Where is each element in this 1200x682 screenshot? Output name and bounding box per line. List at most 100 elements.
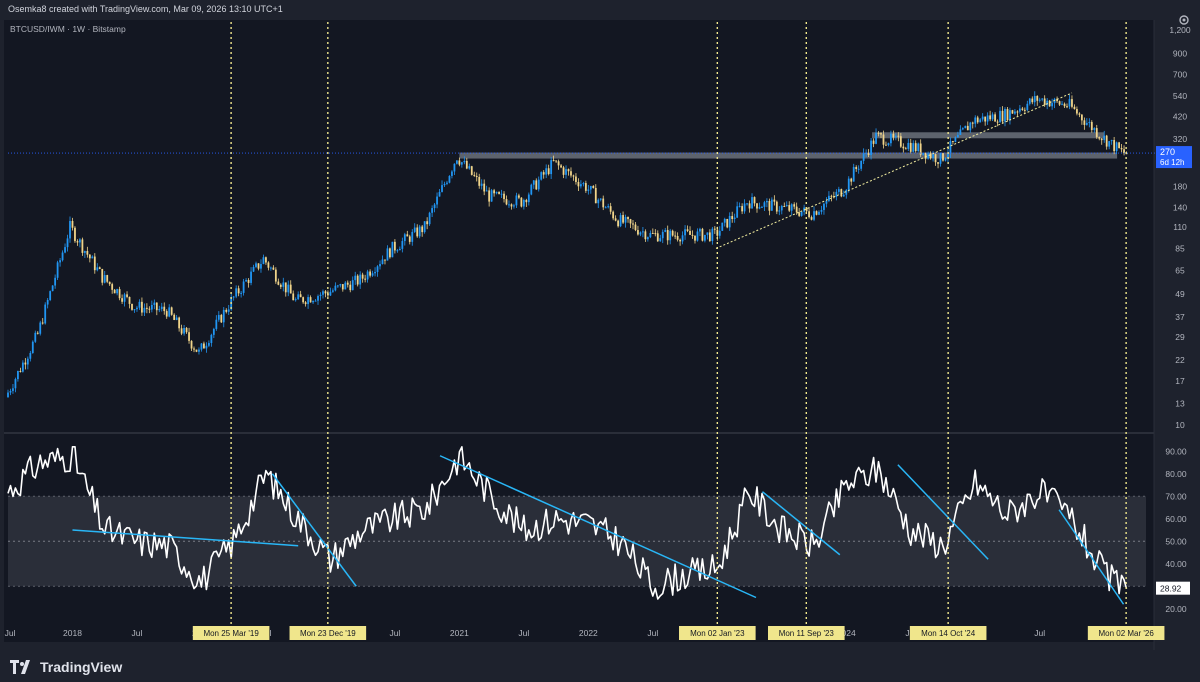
candle-body (1018, 108, 1021, 112)
support-trendline (715, 92, 1073, 249)
candle-body (438, 191, 441, 197)
candle-body (1068, 99, 1071, 107)
candle-body (81, 239, 84, 253)
candle-body (183, 327, 185, 334)
candle-body (465, 160, 468, 169)
candle-body (205, 345, 208, 349)
candle-body (761, 206, 763, 208)
candle-body (361, 274, 364, 279)
candle-body (128, 296, 131, 304)
candle-body (480, 183, 483, 186)
candle-body (1026, 103, 1029, 111)
candle-body (272, 267, 275, 270)
candle-body (540, 172, 543, 180)
candle-body (463, 160, 466, 163)
oscillator-last-label: 28.92 (1160, 584, 1182, 594)
candle-body (984, 116, 987, 122)
candle-body (860, 160, 863, 169)
candle-body (711, 228, 714, 241)
candle-body (701, 228, 704, 241)
candle-body (890, 133, 892, 144)
candle-body (83, 251, 86, 253)
candle-body (1004, 109, 1006, 122)
candle-body (455, 160, 458, 164)
candle-body (304, 302, 307, 305)
candle-body (932, 154, 934, 159)
gear-icon[interactable] (1178, 14, 1190, 26)
candle-body (106, 275, 109, 282)
candle-body (959, 129, 962, 135)
candle-body (1021, 108, 1024, 110)
candle-body (939, 153, 942, 164)
candle-body (924, 152, 927, 159)
symbol-label[interactable]: BTCUSD/IWM · 1W · Bitstamp (10, 24, 126, 34)
candle-body (589, 185, 592, 190)
candle-body (622, 215, 624, 223)
candle-body (267, 262, 270, 268)
candle-body (518, 195, 520, 198)
oscillator-tick-label: 90.00 (1165, 446, 1187, 456)
candle-body (418, 226, 421, 237)
marker-label-bg (1087, 626, 1165, 640)
candle-body (19, 370, 22, 372)
candle-body (203, 343, 205, 349)
candle-body (401, 241, 404, 249)
candle-body (1011, 110, 1014, 114)
candle-body (557, 161, 560, 166)
price-tick-label: 180 (1173, 182, 1187, 192)
candle-body (927, 153, 930, 159)
candle-body (775, 201, 778, 212)
candle-body (1031, 98, 1034, 103)
candle-body (376, 266, 379, 272)
candle-body (731, 216, 734, 219)
candle-body (547, 168, 550, 175)
candle-body (148, 308, 151, 310)
candle-body (389, 248, 391, 258)
candle-body (279, 284, 282, 287)
candle-body (262, 257, 265, 265)
candle-body (297, 294, 300, 300)
candle-body (706, 232, 709, 235)
candle-body (785, 205, 788, 207)
candle-body (974, 117, 977, 124)
candle-body (666, 230, 669, 241)
chart-canvas[interactable]: 1,20090070054042032024018014011085654937… (0, 0, 1200, 650)
candle-body (384, 259, 386, 261)
candle-body (949, 141, 952, 154)
candle-body (708, 232, 711, 241)
candle-body (21, 362, 24, 372)
candle-body (289, 284, 292, 294)
candle-body (1009, 110, 1011, 121)
candle-body (79, 239, 81, 243)
candle-body (193, 348, 195, 350)
candle-body (696, 231, 699, 241)
candle-body (1066, 106, 1068, 108)
brand[interactable]: TradingView (10, 659, 122, 675)
candle-body (1098, 137, 1101, 139)
candle-body (141, 301, 143, 313)
candle-body (639, 232, 642, 235)
candle-body (1046, 100, 1049, 106)
candle-body (1115, 142, 1118, 152)
candle-body (875, 132, 877, 144)
time-tick-label: Jul (1034, 628, 1045, 638)
candle-body (862, 153, 865, 161)
candle-body (386, 248, 389, 261)
candle-body (1073, 106, 1076, 110)
time-tick-label: Jul (5, 628, 16, 638)
candle-body (98, 267, 101, 269)
candle-body (617, 220, 620, 227)
candle-body (532, 180, 535, 185)
candle-body (168, 307, 171, 317)
candle-body (681, 235, 684, 242)
oscillator-trendline (72, 529, 299, 547)
candle-body (872, 140, 875, 144)
candle-body (919, 143, 922, 155)
candle-body (478, 177, 481, 186)
candle-body (897, 135, 900, 137)
time-tick-label: 2024 (837, 628, 856, 638)
candle-body (185, 327, 188, 333)
candle-body (661, 231, 664, 239)
candle-body (520, 197, 523, 207)
candle-body (656, 233, 659, 242)
